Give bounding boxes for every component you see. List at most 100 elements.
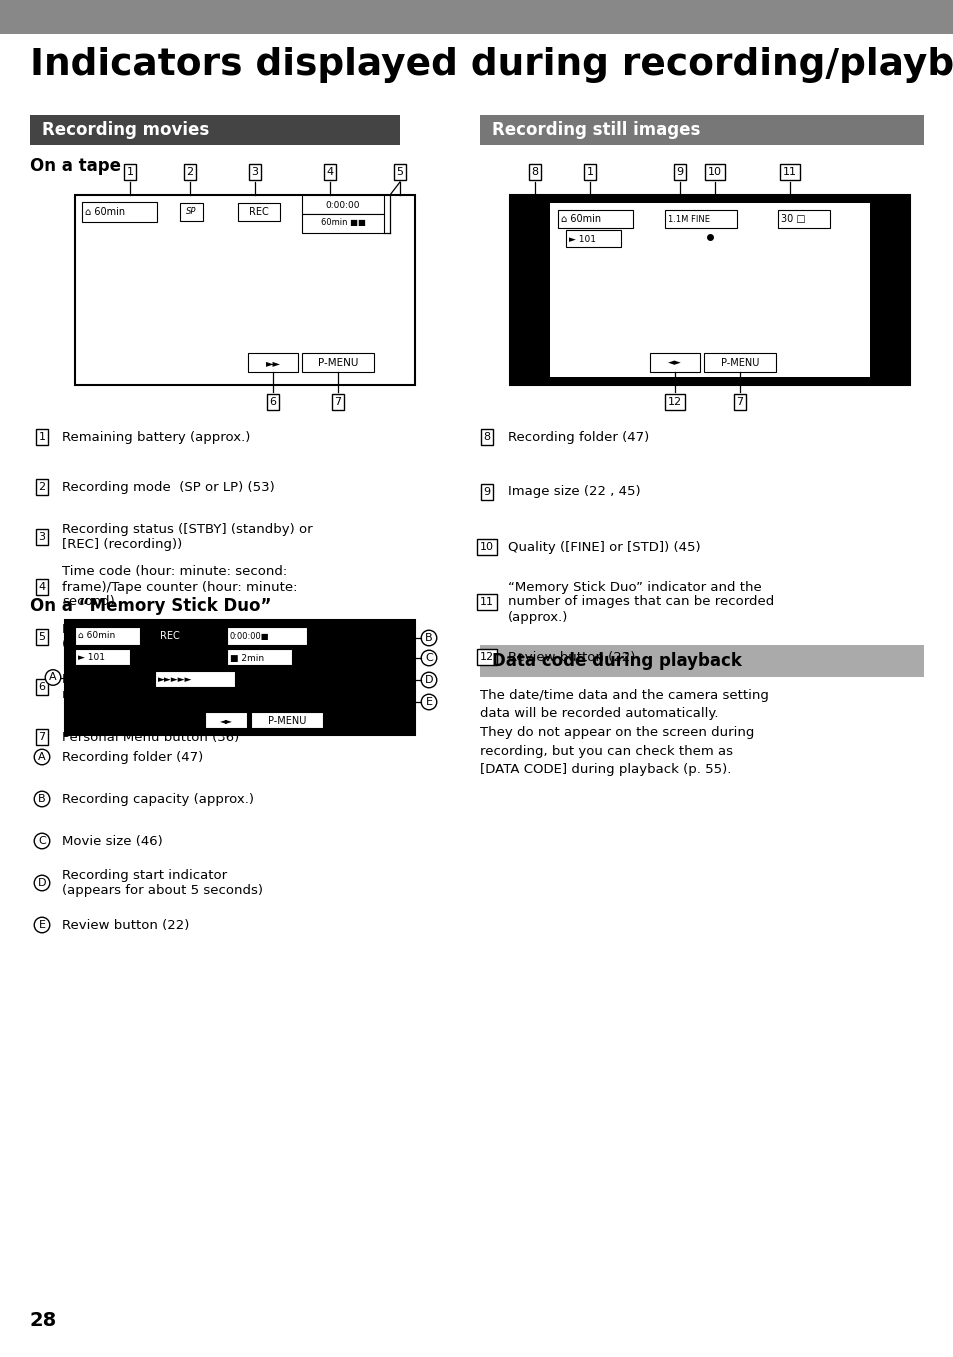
Bar <box>75 627 140 645</box>
Text: Recording capacity of the tape
(approx.) (55): Recording capacity of the tape (approx.)… <box>62 623 267 651</box>
Text: Image size (22 , 45): Image size (22 , 45) <box>507 486 640 498</box>
Text: 10: 10 <box>707 167 721 176</box>
Text: 9: 9 <box>676 167 683 176</box>
Bar <box>227 649 292 665</box>
Text: Remaining battery (approx.): Remaining battery (approx.) <box>62 430 250 444</box>
Bar <box>180 204 203 221</box>
Text: 8: 8 <box>483 432 490 442</box>
Text: Indicators displayed during recording/playback: Indicators displayed during recording/pl… <box>30 47 953 83</box>
Text: P-MENU: P-MENU <box>317 358 357 368</box>
Text: 2: 2 <box>38 482 46 493</box>
Text: END SEARCH/EDIT SEARCH/Rec
review display switch button (31): END SEARCH/EDIT SEARCH/Rec review displa… <box>62 673 284 702</box>
Text: Recording capacity (approx.): Recording capacity (approx.) <box>62 792 253 806</box>
Text: 7: 7 <box>335 398 341 407</box>
Text: E: E <box>425 697 432 707</box>
Bar <box>205 712 247 727</box>
Text: E: E <box>38 920 46 930</box>
Text: Recording folder (47): Recording folder (47) <box>507 430 649 444</box>
Text: P-MENU: P-MENU <box>720 358 759 368</box>
Text: A: A <box>50 673 57 683</box>
Text: Recording still images: Recording still images <box>492 121 700 138</box>
Text: P-MENU: P-MENU <box>268 716 306 726</box>
Bar <box>302 353 374 372</box>
Text: 2: 2 <box>186 167 193 176</box>
Text: Recording movies: Recording movies <box>42 121 209 138</box>
Text: On a “Memory Stick Duo”: On a “Memory Stick Duo” <box>30 597 272 615</box>
Text: ⌂ 60min: ⌂ 60min <box>78 631 115 641</box>
Text: B: B <box>425 632 433 643</box>
Text: 10: 10 <box>479 541 494 552</box>
Text: REC: REC <box>160 631 180 641</box>
Text: ■ 2min: ■ 2min <box>230 654 264 662</box>
Text: Data code during playback: Data code during playback <box>492 651 741 670</box>
Text: 12: 12 <box>479 651 494 662</box>
Text: 5: 5 <box>396 167 403 176</box>
Text: ► 101: ► 101 <box>568 235 596 243</box>
Text: 12: 12 <box>667 398 681 407</box>
Text: 30 □: 30 □ <box>781 214 804 224</box>
Bar <box>558 210 633 228</box>
Bar <box>251 712 323 727</box>
Text: 6: 6 <box>269 398 276 407</box>
Text: 11: 11 <box>479 597 494 607</box>
Bar <box>649 353 700 372</box>
Bar <box>664 210 737 228</box>
Text: C: C <box>38 836 46 845</box>
Text: 60min ■■: 60min ■■ <box>320 218 365 228</box>
Text: Recording start indicator
(appears for about 5 seconds): Recording start indicator (appears for a… <box>62 868 263 897</box>
Bar <box>82 202 157 223</box>
Text: C: C <box>425 653 433 664</box>
Text: ◄►: ◄► <box>667 358 681 368</box>
Text: 1: 1 <box>586 167 593 176</box>
Text: 11: 11 <box>782 167 796 176</box>
Bar <box>550 204 869 377</box>
Text: “Memory Stick Duo” indicator and the
number of images that can be recorded
(appr: “Memory Stick Duo” indicator and the num… <box>507 581 774 623</box>
Text: A: A <box>38 752 46 763</box>
Bar <box>65 620 415 735</box>
Bar <box>0 0 953 34</box>
Text: Recording status ([STBY] (standby) or
[REC] (recording)): Recording status ([STBY] (standby) or [R… <box>62 522 313 551</box>
Text: 1: 1 <box>38 432 46 442</box>
Bar <box>302 195 384 214</box>
Text: Review button (22): Review button (22) <box>62 919 190 931</box>
Text: ⌂ 60min: ⌂ 60min <box>85 208 125 217</box>
Text: ►►►►►: ►►►►► <box>158 676 193 684</box>
Text: 0:00:00■: 0:00:00■ <box>230 631 270 641</box>
Text: Recording folder (47): Recording folder (47) <box>62 750 203 764</box>
Text: ⌂ 60min: ⌂ 60min <box>560 214 600 224</box>
Bar <box>479 645 923 677</box>
Text: Movie size (46): Movie size (46) <box>62 835 163 848</box>
Bar <box>30 115 399 145</box>
Text: 28: 28 <box>30 1311 57 1330</box>
Text: 1: 1 <box>127 167 133 176</box>
Text: 1.1M FINE: 1.1M FINE <box>667 214 709 224</box>
Text: B: B <box>38 794 46 803</box>
Bar <box>479 115 923 145</box>
Text: ►►: ►► <box>265 358 280 368</box>
Text: ◄►: ◄► <box>219 716 233 726</box>
Bar <box>302 214 384 233</box>
Bar <box>703 353 775 372</box>
Text: 9: 9 <box>483 487 490 497</box>
Text: D: D <box>424 674 433 685</box>
Bar <box>565 229 620 247</box>
Text: 3: 3 <box>38 532 46 541</box>
Bar <box>75 649 130 665</box>
Text: 4: 4 <box>326 167 334 176</box>
Text: REC: REC <box>249 208 269 217</box>
Bar <box>248 353 297 372</box>
Bar <box>778 210 829 228</box>
Text: Review button (22): Review button (22) <box>507 650 635 664</box>
Text: SP: SP <box>186 208 196 217</box>
Text: 0:00:00: 0:00:00 <box>325 201 360 209</box>
Text: 7: 7 <box>38 731 46 742</box>
Text: 6: 6 <box>38 683 46 692</box>
Text: 5: 5 <box>38 632 46 642</box>
Text: On a tape: On a tape <box>30 157 121 175</box>
Bar <box>237 204 280 221</box>
Text: 4: 4 <box>38 582 46 592</box>
Text: 3: 3 <box>252 167 258 176</box>
Bar <box>75 195 415 385</box>
Text: 7: 7 <box>736 398 742 407</box>
Text: Personal Menu button (36): Personal Menu button (36) <box>62 730 239 744</box>
